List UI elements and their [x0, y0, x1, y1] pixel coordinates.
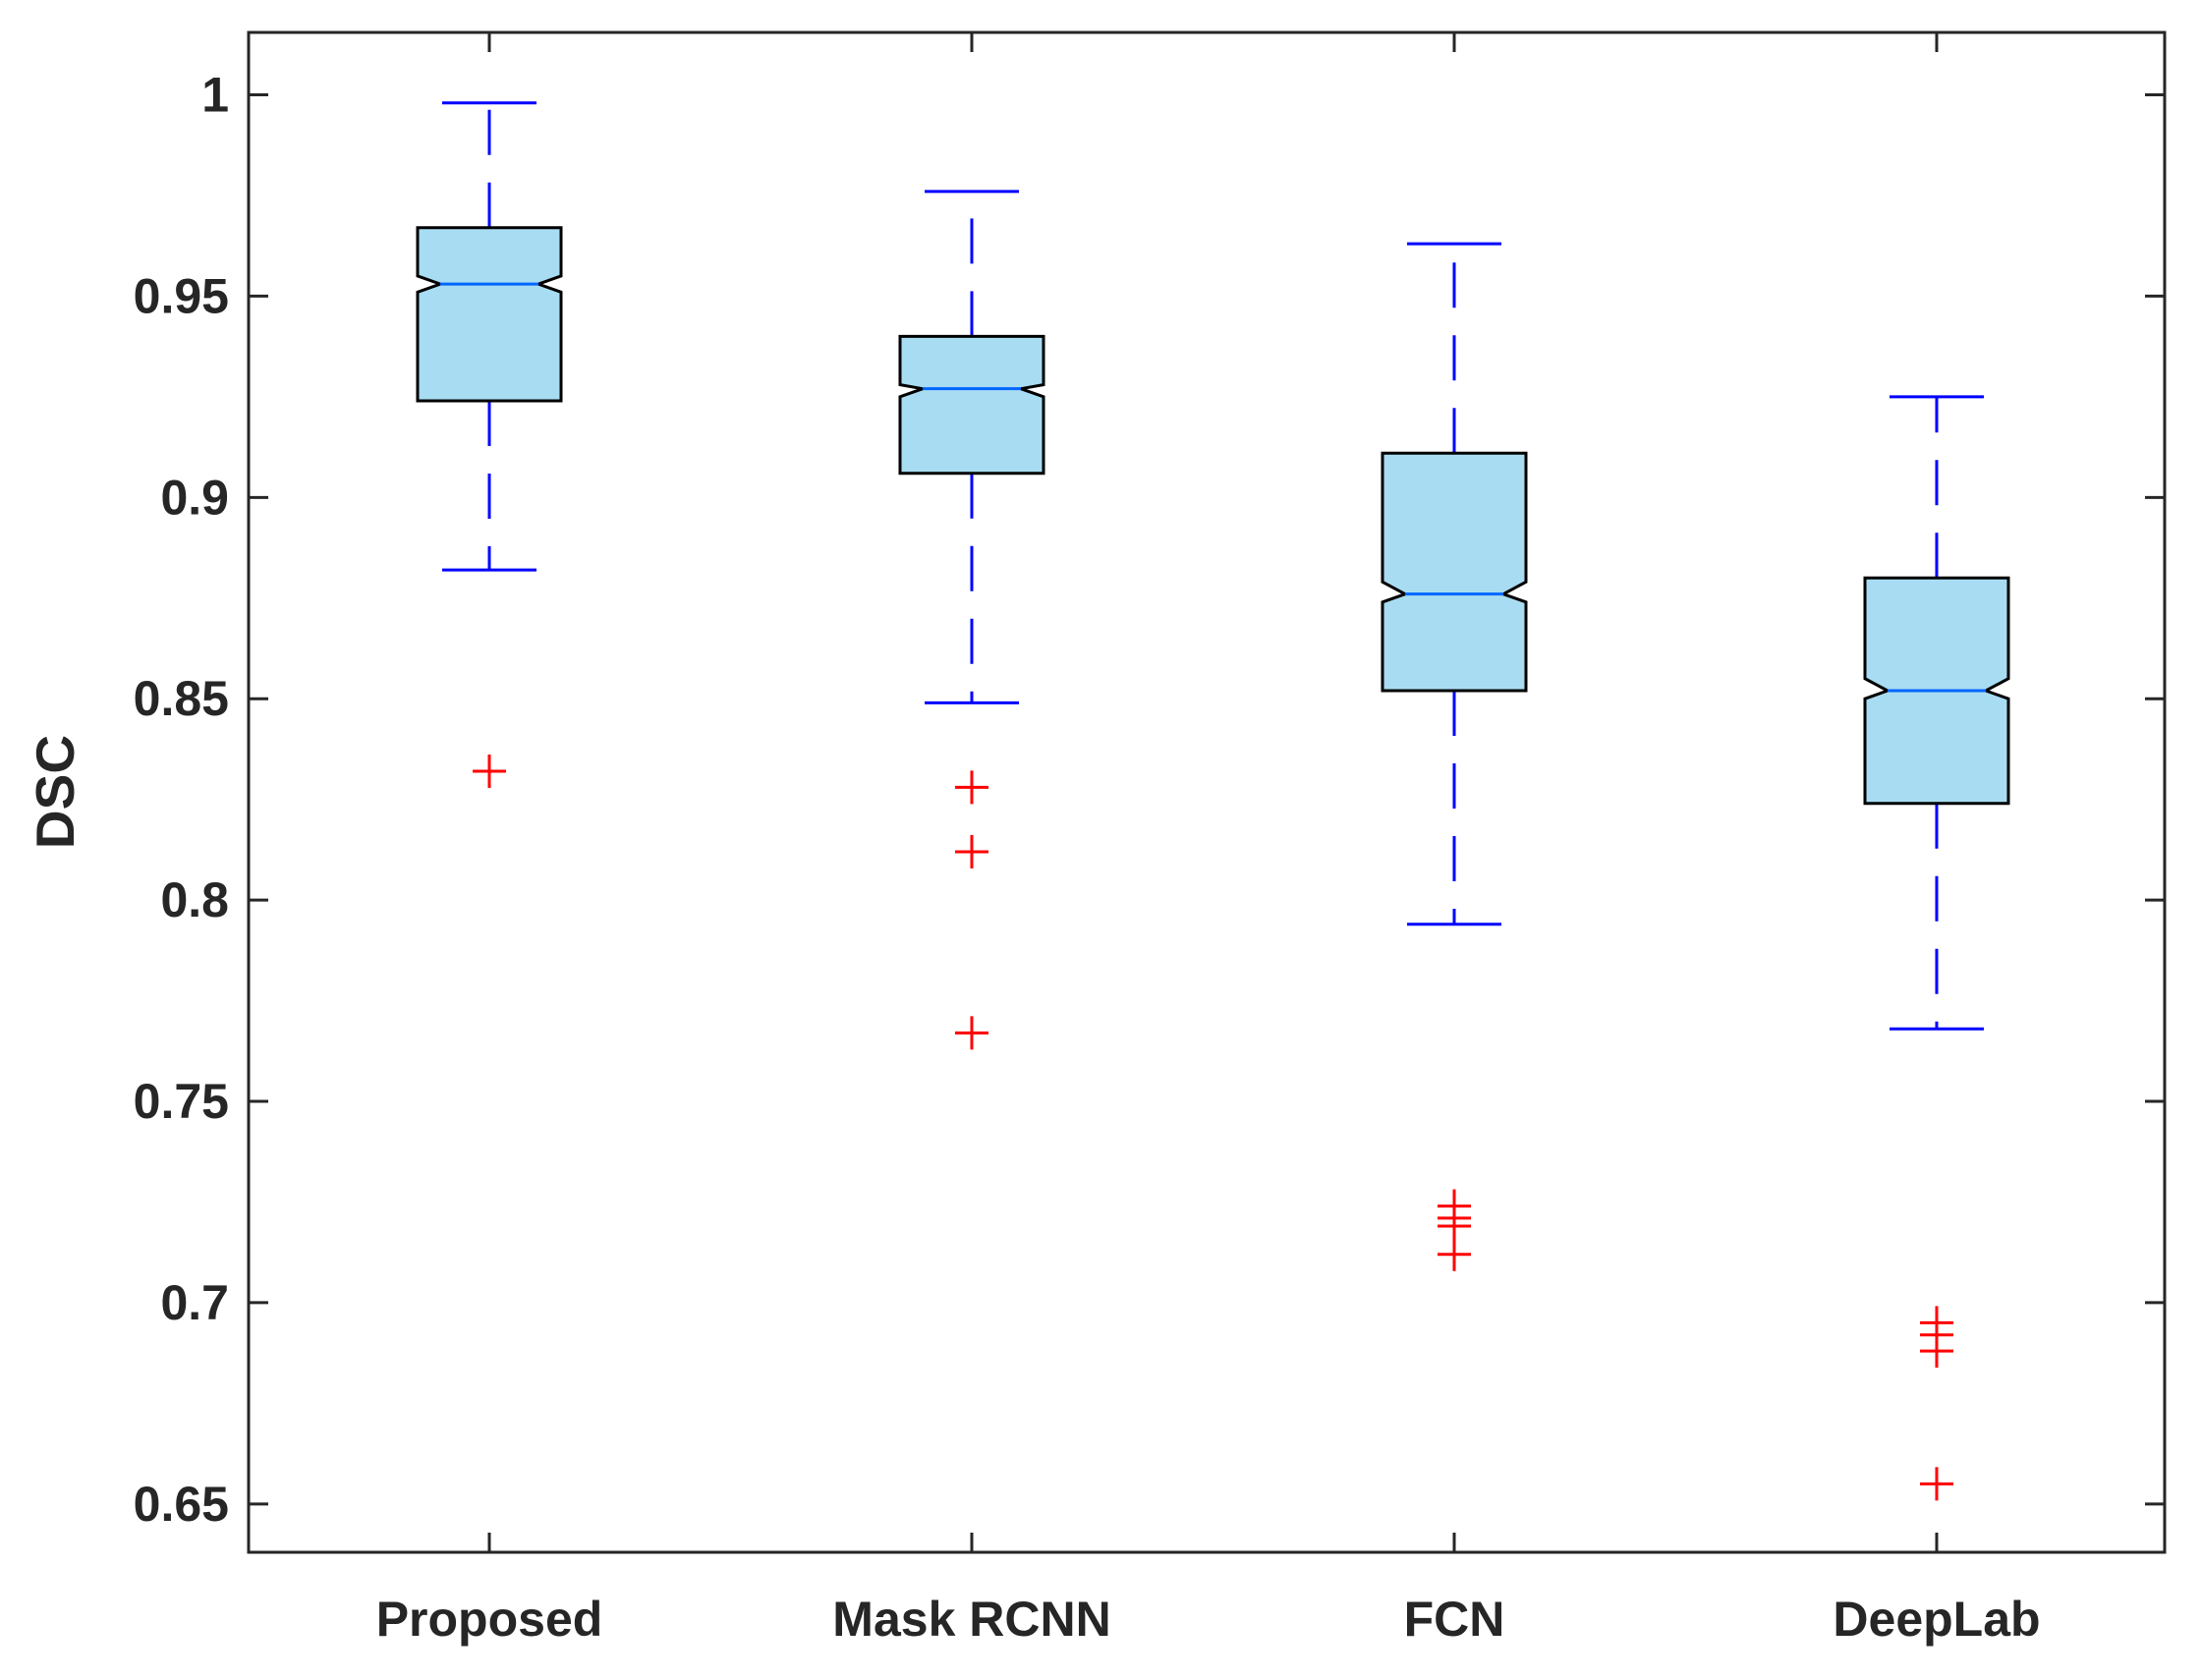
y-tick-label: 0.9 [160, 470, 229, 525]
chart-marks [416, 101, 2010, 1501]
outlier-marker [1920, 1467, 1953, 1501]
notched-box [416, 226, 563, 403]
plot-frame [247, 30, 2167, 1554]
y-tick-label: 0.95 [134, 268, 229, 323]
outlier-marker [1438, 1237, 1471, 1271]
box-group-deeplab [1863, 395, 2010, 1501]
x-tick-label: Mask RCNN [832, 1592, 1110, 1647]
y-tick-label: 0.85 [134, 671, 229, 726]
outlier-marker [955, 1016, 988, 1050]
x-tick-label: Proposed [376, 1592, 603, 1647]
outlier-marker [473, 754, 506, 788]
outlier-marker [1438, 1209, 1471, 1244]
axis-ticks: 0.65 0.7 0.75 0.8 0.85 0.9 0.95 1 Proposed Mask R… [134, 32, 2165, 1647]
notched-box [1381, 451, 1528, 693]
x-tick-label: DeepLab [1833, 1592, 2040, 1647]
y-tick-label: 0.7 [160, 1275, 229, 1330]
outlier-marker [1920, 1334, 1953, 1369]
y-tick-label: 0.8 [160, 872, 229, 927]
box-group-fcn [1381, 242, 1528, 1271]
y-axis-title: DSC [25, 735, 85, 849]
box-group-proposed [416, 101, 563, 788]
y-tick-label: 1 [201, 68, 229, 123]
y-tick-label: 0.75 [134, 1074, 229, 1129]
notched-box [898, 334, 1045, 476]
y-tick-label: 0.65 [134, 1477, 229, 1532]
outlier-marker [955, 770, 988, 805]
box-group-mask-rcnn [898, 190, 1045, 1050]
x-tick-label: FCN [1404, 1592, 1505, 1647]
plot-background [249, 32, 2165, 1552]
outlier-marker [955, 834, 988, 868]
